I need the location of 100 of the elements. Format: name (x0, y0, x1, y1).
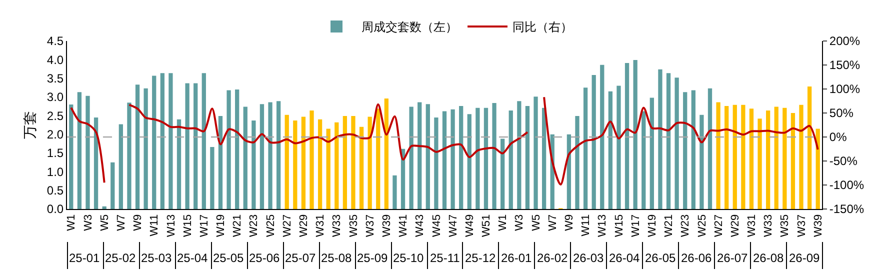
bar (110, 162, 115, 209)
x-tick-label: W7 (546, 214, 559, 231)
bar (359, 126, 364, 209)
bar (642, 111, 646, 209)
bar (583, 88, 588, 209)
y2-tick-label: 0% (829, 130, 848, 144)
text: 26-07 (717, 251, 748, 265)
bar (210, 147, 214, 209)
text: 26-01 (501, 251, 532, 265)
text: 25-11 (430, 251, 460, 265)
y-tick-label: 2.5 (46, 108, 64, 123)
bar (351, 116, 356, 209)
legend-label: 同比（右） (512, 20, 572, 34)
x-tick-label: W23 (680, 214, 692, 238)
x-tick-label: W35 (779, 214, 792, 238)
bar (542, 108, 546, 209)
bar (492, 102, 496, 209)
x-tick-label: W17 (630, 214, 642, 238)
bar (592, 74, 596, 209)
bar (326, 128, 330, 209)
bar (301, 116, 306, 209)
text: 26-04 (609, 251, 640, 265)
text: 25-09 (357, 251, 388, 265)
bar (94, 118, 98, 209)
bar (276, 101, 281, 209)
x-tick-label: W45 (430, 214, 443, 238)
y-axis-title: 万套 (22, 111, 38, 139)
x-tick-label: W51 (480, 214, 493, 238)
bar (243, 106, 248, 209)
bar (384, 98, 388, 209)
bar (484, 108, 488, 209)
bar (226, 90, 231, 209)
x-tick-label: W29 (729, 214, 742, 238)
x-tick-label: W11 (580, 214, 592, 236)
x-tick-label: W7 (116, 214, 128, 231)
bar (666, 73, 671, 209)
y-tick-label: 4.0 (46, 52, 64, 67)
x-tick-label: W39 (812, 214, 824, 238)
bar (376, 108, 380, 209)
bar (782, 108, 787, 209)
bar (284, 114, 289, 209)
text: 26-09 (789, 251, 820, 265)
x-tick-label: W5 (530, 214, 542, 231)
bar (235, 90, 240, 209)
text: 26-06 (681, 251, 712, 265)
bar (683, 92, 688, 209)
bar (790, 113, 796, 209)
y-tick-label: 3.0 (46, 90, 64, 104)
bar (758, 118, 762, 209)
y2-tick-label: 50% (829, 106, 854, 120)
bar (127, 102, 132, 209)
bar (426, 104, 430, 209)
bar (218, 116, 223, 209)
text: 26-02 (537, 251, 568, 265)
y-tick-label: 3.5 (46, 72, 64, 86)
bar (508, 110, 513, 209)
bar (77, 92, 82, 209)
x-tick-label: W1 (66, 214, 78, 231)
bar (168, 73, 173, 209)
y-tick-label: 0.5 (46, 184, 64, 198)
y2-tick-label: 150% (829, 58, 860, 72)
text: 25-10 (393, 251, 424, 265)
text: 26-08 (753, 251, 784, 265)
text: 25-04 (177, 251, 208, 265)
x-tick-label: W13 (165, 214, 178, 238)
x-tick-label: W13 (596, 214, 609, 238)
bar (252, 120, 256, 209)
bar (534, 96, 538, 209)
bar (467, 114, 472, 209)
bar (650, 98, 654, 209)
x-tick-label: W21 (232, 214, 244, 238)
x-tick-label: W25 (696, 214, 708, 238)
bar (144, 88, 148, 209)
x-tick-label: W3 (82, 214, 94, 231)
x-tick-label: W25 (264, 214, 277, 238)
bar (658, 69, 662, 209)
bar (293, 120, 298, 209)
bar (194, 83, 198, 209)
text: 25-12 (465, 251, 496, 265)
text: 25-05 (213, 251, 244, 265)
bar (334, 122, 339, 209)
bar (774, 106, 778, 209)
y2-tick-label: -150% (829, 202, 864, 216)
bar (342, 116, 348, 209)
x-tick-label: W11 (148, 214, 161, 236)
bar (152, 76, 156, 209)
x-tick-label: W41 (398, 214, 410, 238)
bar (716, 102, 720, 209)
x-tick-label: W9 (564, 214, 576, 231)
x-tick-label: W47 (447, 214, 460, 238)
x-tick-label: W29 (298, 214, 310, 238)
bar (624, 63, 630, 209)
bar (118, 124, 123, 209)
bar (160, 73, 164, 209)
text: 26-05 (645, 251, 676, 265)
bar (442, 111, 447, 209)
bar (310, 110, 314, 209)
x-tick-label: W33 (762, 214, 775, 238)
bar (268, 102, 272, 209)
bar (525, 106, 530, 209)
